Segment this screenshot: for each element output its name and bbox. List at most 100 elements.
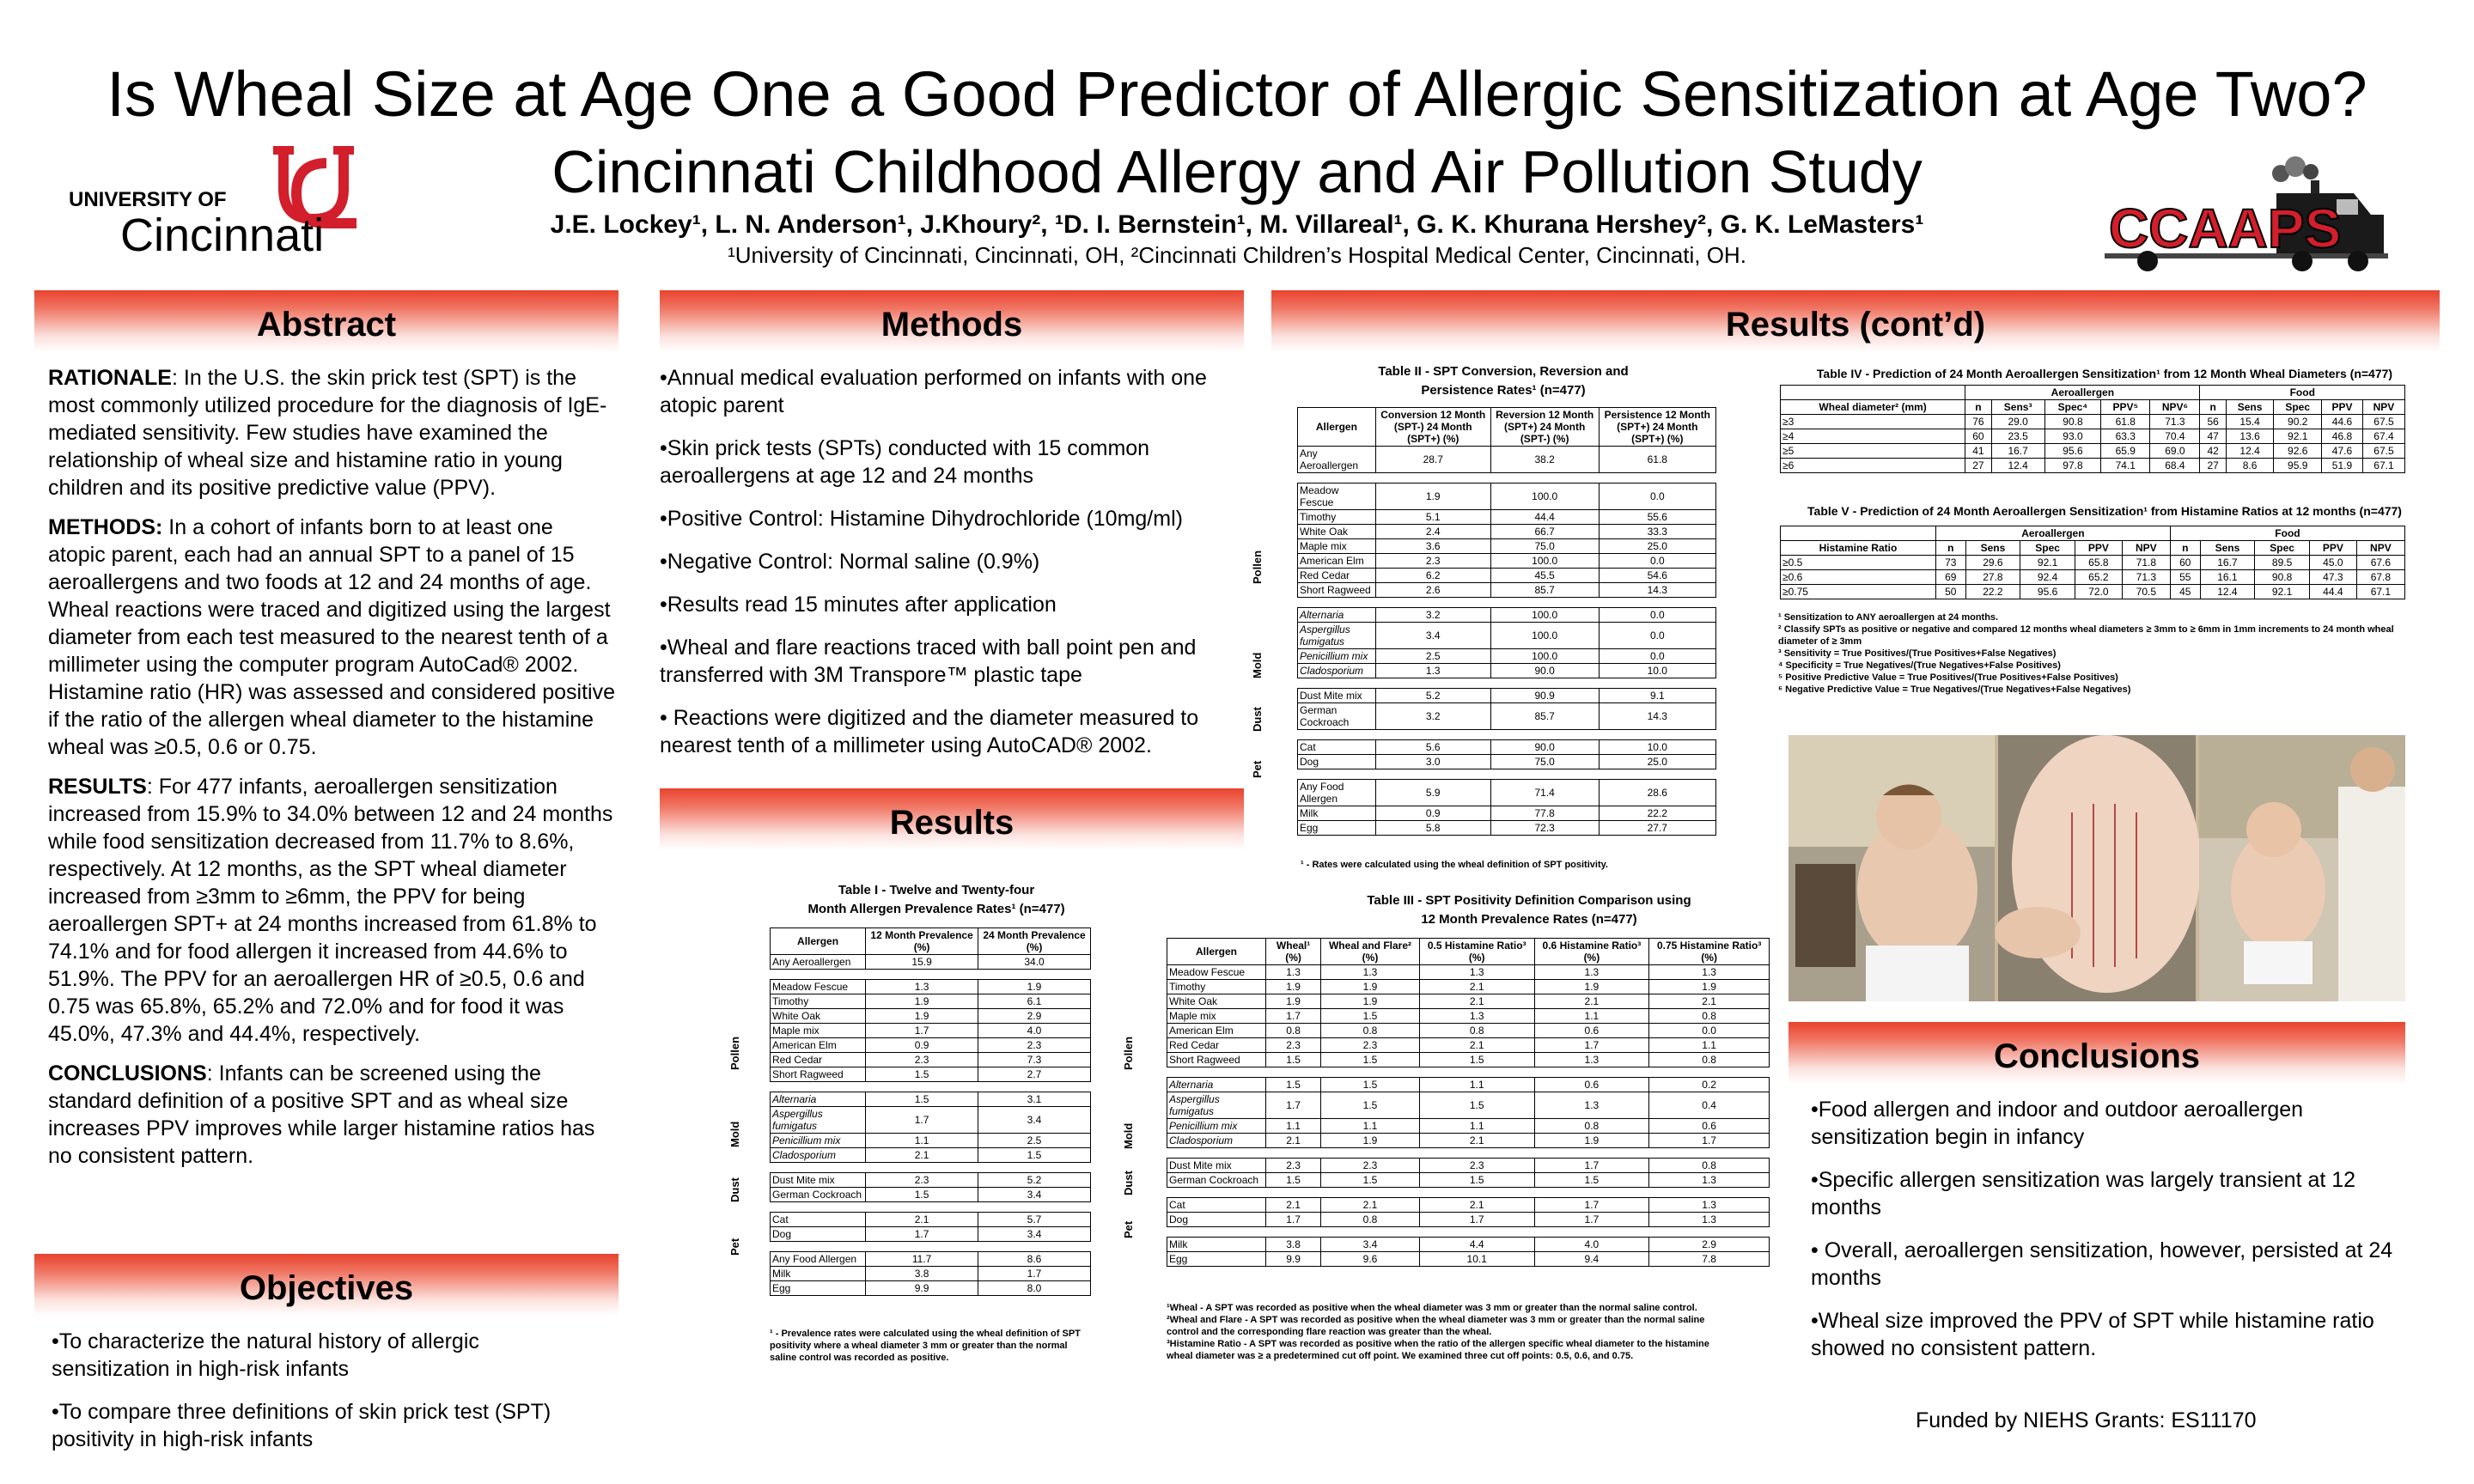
table-cell [1167, 1147, 1266, 1159]
table5: Aeroallergen Food Histamine Ratio n Sens Spe… [1780, 526, 2406, 599]
table-cell: 0.6 [1533, 1023, 1650, 1038]
table-cell: ≥0.75 [1780, 584, 1936, 599]
table-cell: White Oak [1297, 524, 1376, 539]
table-cell: 3.8 [865, 1266, 979, 1281]
table-cell: 3.4 [1320, 1237, 1420, 1252]
table-row: Cladosporium 1.3 90.0 10.0 [1297, 663, 1717, 678]
rationale-label: RATIONALE [48, 366, 172, 390]
table-cell: 1.5 [1265, 1052, 1322, 1067]
table-cell: Alternaria [1166, 1077, 1267, 1092]
table-cell [770, 1081, 866, 1092]
table-cell: 56 [2199, 414, 2227, 429]
table-cell: 1.7 [1265, 1008, 1322, 1024]
table2-group-pollen: Pollen [1251, 550, 1264, 584]
table3-group-dust: Dust [1122, 1171, 1135, 1195]
table-cell: 100.0 [1490, 553, 1600, 569]
ccaaps-logo: CCAAPS [2096, 155, 2405, 275]
table-row: Aspergillus fumigatus 3.4 100.0 0.0 [1297, 622, 1717, 649]
table-cell: 61.8 [1598, 446, 1717, 473]
table-cell [1297, 729, 1376, 740]
table-cell: 2.3 [1265, 1158, 1322, 1173]
table-cell: 0.8 [1320, 1212, 1420, 1227]
table-cell: 1.9 [1320, 979, 1420, 994]
table-cell: 0.0 [1648, 1023, 1770, 1038]
table-cell: 25.0 [1598, 538, 1717, 554]
table-cell [1419, 1187, 1535, 1198]
table-cell: 65.9 [2100, 443, 2151, 459]
table-cell: 12.4 [2225, 443, 2275, 459]
table-spacer-row [770, 1241, 1091, 1252]
table-cell: 9.6 [1320, 1251, 1420, 1267]
table4-title-wrap: Table IV - Prediction of 24 Month Aeroal… [1761, 364, 2448, 383]
table3-group-pollen: Pollen [1122, 1036, 1135, 1070]
table-cell: 2.3 [1320, 1037, 1420, 1053]
table-cell: 1.1 [1265, 1118, 1322, 1134]
table-cell: 0.8 [1265, 1023, 1322, 1038]
table-cell: 2.5 [978, 1133, 1091, 1148]
table-row: Any Food Allergen 5.9 71.4 28.6 [1297, 779, 1717, 806]
table-header-cell: PPV [2074, 540, 2123, 556]
table-cell: 2.3 [978, 1037, 1091, 1053]
table-cell: Timothy [1166, 979, 1267, 994]
table-row: Any Aeroallergen 28.7 38.2 61.8 [1297, 446, 1717, 473]
table-header-cell: Wheal¹ (%) [1265, 938, 1322, 965]
table-cell [1375, 597, 1491, 608]
table3-footnote: ³Histamine Ratio - A SPT was recorded as… [1167, 1339, 1709, 1361]
table-row: Alternaria 1.5 3.1 [769, 1092, 1091, 1107]
table-cell [1419, 1067, 1535, 1078]
table-cell: 5.8 [1374, 820, 1491, 836]
table-cell: 1.3 [1533, 1052, 1650, 1067]
table-row: Cat 5.6 90.0 10.0 [1297, 739, 1717, 755]
table-cell: 2.3 [1265, 1037, 1322, 1053]
table-cell [1297, 472, 1376, 484]
table-cell: 1.5 [1320, 1092, 1420, 1119]
table-cell: 16.7 [2199, 555, 2256, 570]
table-group-header: Food [2199, 385, 2405, 400]
table5-title: Table V - Prediction of 24 Month Aeroall… [1807, 504, 2402, 518]
table-cell: 75.0 [1490, 754, 1600, 769]
table-cell: 1.9 [1648, 979, 1770, 994]
table-cell [1490, 597, 1600, 608]
conclusions-list: •Food allergen and indoor and outdoor ae… [1811, 1096, 2404, 1378]
table-spacer-row [1297, 472, 1716, 484]
table-cell: 14.3 [1598, 582, 1717, 598]
table-cell: 14.3 [1598, 702, 1717, 730]
table-cell: 1.5 [1320, 1077, 1420, 1092]
table-cell [1490, 678, 1600, 689]
table-cell: ≥4 [1779, 429, 1966, 444]
table-cell: 2.3 [1418, 1158, 1535, 1173]
table-cell: 5.1 [1374, 509, 1491, 525]
table-cell: 12.4 [2199, 584, 2256, 599]
table-cell: 92.6 [2273, 443, 2322, 459]
table-cell [1167, 1067, 1266, 1078]
table-cell: 0.6 [1533, 1077, 1650, 1092]
table-spacer-row [1297, 769, 1716, 780]
method-item: •Wheal and flare reactions traced with b… [660, 636, 1197, 687]
table-row: Aspergillus fumigatus 1.7 1.5 1.5 1.3 0.4 [1166, 1092, 1770, 1119]
table-cell [1320, 1067, 1420, 1078]
table-cell [1167, 1187, 1266, 1198]
table-cell: 22.2 [1598, 806, 1717, 821]
table-spacer-row [770, 1162, 1091, 1173]
abstract-results: RESULTS: For 477 infants, aeroallergen s… [48, 773, 615, 1048]
table-row: German Cockroach 1.5 3.4 [769, 1187, 1091, 1202]
table-cell: 9.9 [1265, 1251, 1322, 1267]
table-cell [1534, 1226, 1649, 1238]
table-spacer-row [1167, 1067, 1770, 1078]
table-row: Alternaria 3.2 100.0 0.0 [1297, 607, 1717, 623]
table-cell [770, 1162, 866, 1173]
table-cell: 1.3 [1320, 964, 1420, 980]
table-cell: Penicillium mix [1166, 1118, 1267, 1134]
table-cell [1534, 1187, 1649, 1198]
table-cell [1599, 472, 1716, 484]
table-cell: 95.6 [2044, 443, 2102, 459]
table-cell: 71.8 [2121, 555, 2171, 570]
table-cell: 9.1 [1598, 688, 1717, 703]
table-header-cell: Sens [1965, 540, 2021, 556]
table-cell [1297, 597, 1376, 608]
table-cell: 27.8 [1965, 569, 2021, 585]
table-cell: Short Ragweed [1166, 1052, 1267, 1067]
table-cell: Meadow Fescue [1166, 964, 1267, 980]
table-header-cell: Histamine Ratio [1780, 540, 1936, 556]
table-cell: Egg [1166, 1251, 1267, 1267]
